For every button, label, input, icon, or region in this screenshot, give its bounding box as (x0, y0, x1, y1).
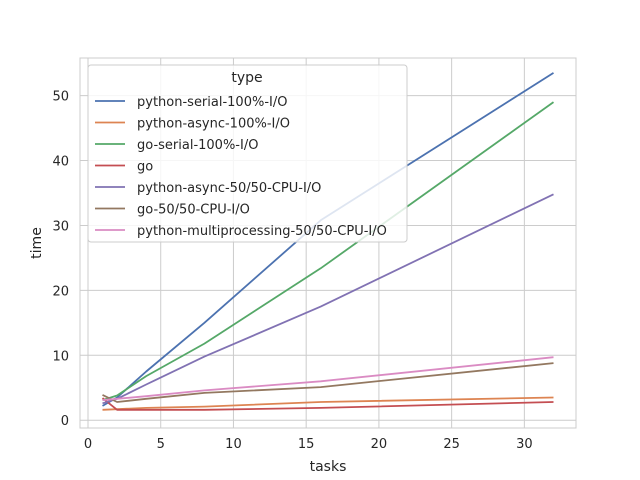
x-tick-label: 10 (225, 437, 242, 452)
legend-label-1: python-async-100%-I/O (137, 117, 290, 132)
legend-label-0: python-serial-100%-I/O (137, 95, 287, 110)
legend-title: type (231, 70, 262, 86)
y-axis-label: time (29, 227, 45, 259)
y-tick-label: 0 (61, 414, 69, 429)
legend-label-5: go-50/50-CPU-I/O (137, 203, 250, 218)
x-tick-label: 30 (516, 437, 533, 452)
legend-label-6: python-multiprocessing-50/50-CPU-I/O (137, 224, 387, 239)
y-tick-label: 50 (52, 90, 69, 105)
y-tick-label: 20 (52, 284, 69, 299)
legend-label-2: go-serial-100%-I/O (137, 138, 258, 153)
x-axis-label: tasks (310, 459, 347, 475)
x-tick-label: 0 (84, 437, 92, 452)
y-tick-label: 10 (52, 349, 69, 364)
x-tick-label: 25 (443, 437, 460, 452)
x-tick-label: 20 (371, 437, 388, 452)
y-tick-label: 40 (52, 155, 69, 170)
legend: type python-serial-100%-I/O python-async-… (88, 65, 407, 242)
y-tick-label: 30 (52, 219, 69, 234)
legend-label-4: python-async-50/50-CPU-I/O (137, 181, 321, 196)
legend-label-3: go (137, 160, 153, 175)
x-tick-label: 5 (157, 437, 165, 452)
x-tick-label: 15 (298, 437, 315, 452)
